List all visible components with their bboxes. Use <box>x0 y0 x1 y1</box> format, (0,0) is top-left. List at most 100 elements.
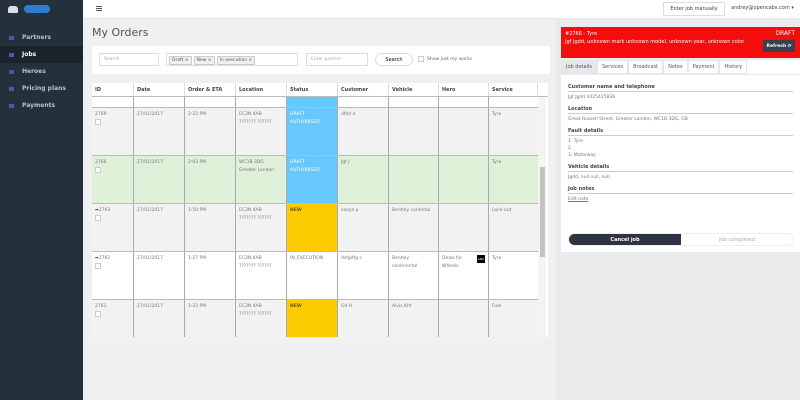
hero-cell <box>439 156 489 203</box>
table-row[interactable]: 2769 27/01/2017 2:22 PM EC3N 4AB ??????? ???… <box>92 108 538 156</box>
status-cell: NEW <box>287 300 338 337</box>
customer-cell: Gd H <box>338 300 389 337</box>
table-header: ID Date Order & ETA Location Status Customer V… <box>92 83 548 97</box>
panel-tabs: Job details Services Broadcast Notes Payment… <box>561 60 800 74</box>
menu-square-icon <box>9 35 14 40</box>
sidebar-item-payments[interactable]: Payments <box>0 97 83 114</box>
search-input[interactable]: Search <box>99 53 159 66</box>
filter-tag[interactable]: Draft × <box>169 56 192 65</box>
sidebar-item-pricing-plans[interactable]: Pricing plans <box>0 80 83 97</box>
filter-tag[interactable]: New × <box>193 56 215 65</box>
time-cell: 2:22 PM <box>185 108 236 155</box>
column-header[interactable]: ID <box>92 83 134 96</box>
date-cell: 27/01/2017 <box>134 204 185 251</box>
page-title: My Orders <box>92 26 149 39</box>
row-checkbox[interactable] <box>95 263 101 269</box>
vehicle-cell: Alvis Khf <box>389 300 439 337</box>
table-row[interactable]: ➦2762 27/01/2017 1:27 PM EC3N 4AB??????? ??… <box>92 252 538 300</box>
id-cell: ➦2763 <box>92 204 134 251</box>
column-header[interactable]: Order & ETA <box>185 83 236 96</box>
hero-cell: ANS Deals for Wheels <box>439 252 489 299</box>
enter-job-manually-button[interactable]: Enter job manually <box>663 2 725 16</box>
column-header[interactable]: Date <box>134 83 185 96</box>
sidebar-item-heroes[interactable]: Heroes <box>0 63 83 80</box>
row-checkbox[interactable] <box>95 119 101 125</box>
logo[interactable] <box>8 5 50 13</box>
scrollbar-thumb[interactable] <box>540 167 545 257</box>
customer-cell: vasya p <box>338 204 389 251</box>
car-icon <box>8 5 18 13</box>
table-cell <box>185 97 236 107</box>
show-mine-checkbox[interactable] <box>418 56 424 62</box>
service-cell: Lock-out <box>492 208 512 213</box>
job-id: 2769 <box>95 112 107 117</box>
location-line2: ??????? ?????? <box>239 120 272 125</box>
orders-table: ID Date Order & ETA Location Status Customer V… <box>92 83 548 337</box>
hero-cell <box>439 204 489 251</box>
sidebar-item-partners[interactable]: Partners <box>0 29 83 46</box>
sidebar-item-jobs[interactable]: Jobs <box>0 46 83 63</box>
forward-arrow-icon: ➦ <box>95 208 99 213</box>
location-line1: EC3N 4AB <box>239 112 262 117</box>
table-row[interactable]: 2766 27/01/2017 2:03 PM WC1B 3DG Greater Lon… <box>92 156 538 204</box>
table-cell <box>439 97 489 107</box>
tab-notes[interactable]: Notes <box>663 60 688 74</box>
tab-payment[interactable]: Payment <box>687 60 720 74</box>
date-cell: 27/01/2017 <box>134 300 185 337</box>
row-checkbox[interactable] <box>95 311 101 317</box>
filter-bar: Search Draft × New × In execution × Enter … <box>92 46 550 74</box>
edit-note-link[interactable]: Edit note <box>568 197 589 202</box>
table-row[interactable]: 2761 27/01/2017 1:23 PM EC3N 4AB ??????? ???… <box>92 300 538 337</box>
search-button[interactable]: Search <box>375 53 413 66</box>
job-completed-button[interactable]: Job completed <box>681 234 793 245</box>
status-cell: DRAFT AUTHORISED <box>287 156 338 203</box>
user-menu[interactable]: andrey@opencabs.com ▾ <box>731 5 794 11</box>
job-id: 2761 <box>95 304 107 309</box>
section-heading: Job notes <box>568 186 793 194</box>
table-cell <box>134 97 185 107</box>
vehicle-cell <box>389 108 439 155</box>
job-details: Customer name and telephone Jgf Jgdd 4425… <box>561 75 800 252</box>
table-cell <box>489 97 538 107</box>
section-heading: Vehicle details <box>568 164 793 172</box>
column-header[interactable]: Customer <box>338 83 389 96</box>
show-mine-label: Show just my works <box>427 56 472 62</box>
refresh-button[interactable]: Refresh ⟳ <box>763 40 795 52</box>
sidebar-item-label: Pricing plans <box>22 85 66 92</box>
job-id: 2766 <box>95 160 107 165</box>
topbar: Enter job manually andrey@opencabs.com ▾ <box>83 0 800 19</box>
partner-input[interactable]: Enter partner <box>306 53 368 66</box>
tab-broadcast[interactable]: Broadcast <box>628 60 664 74</box>
job-actions: Cancel job Job completed <box>568 233 794 246</box>
menu-icon[interactable] <box>96 6 102 11</box>
sidebar-item-label: Heroes <box>22 68 46 75</box>
job-subtitle: Jgf Jgdd, unknown mark unknown model, un… <box>565 39 745 45</box>
time-cell: 1:50 PM <box>185 204 236 251</box>
service-cell: Fuel <box>492 304 502 309</box>
table-cell <box>338 97 389 107</box>
tab-services[interactable]: Services <box>596 60 629 74</box>
column-header[interactable]: Vehicle <box>389 83 439 96</box>
tab-job-details[interactable]: Job details <box>561 60 597 74</box>
service-cell: Tyre <box>492 256 502 261</box>
location-line1: EC3N 4AB <box>239 304 262 309</box>
tab-history[interactable]: History <box>719 60 748 74</box>
column-header[interactable]: Status <box>287 83 338 96</box>
row-checkbox[interactable] <box>95 167 101 173</box>
column-header[interactable]: Service <box>489 83 538 96</box>
table-cell <box>236 97 287 107</box>
column-header[interactable]: Location <box>236 83 287 96</box>
status-filter-input[interactable]: Draft × New × In execution × <box>166 53 298 66</box>
table-scrollbar[interactable] <box>538 97 546 337</box>
date-cell: 27/01/2017 <box>134 108 185 155</box>
section-value: 1. Tyre 2. 3. Motorway <box>568 139 596 158</box>
job-title: #2766 - Tyre <box>565 31 598 37</box>
column-header[interactable]: Hero <box>439 83 489 96</box>
cancel-job-button[interactable]: Cancel job <box>569 234 681 245</box>
menu-square-icon <box>9 69 14 74</box>
location-line1: WC1B 3DG <box>239 160 264 165</box>
service-cell: Tyre <box>492 112 502 117</box>
row-checkbox[interactable] <box>95 215 101 221</box>
filter-tag[interactable]: In execution × <box>216 56 256 65</box>
table-row[interactable]: ➦2763 27/01/2017 1:50 PM EC3N 4AB??????? ??… <box>92 204 538 252</box>
